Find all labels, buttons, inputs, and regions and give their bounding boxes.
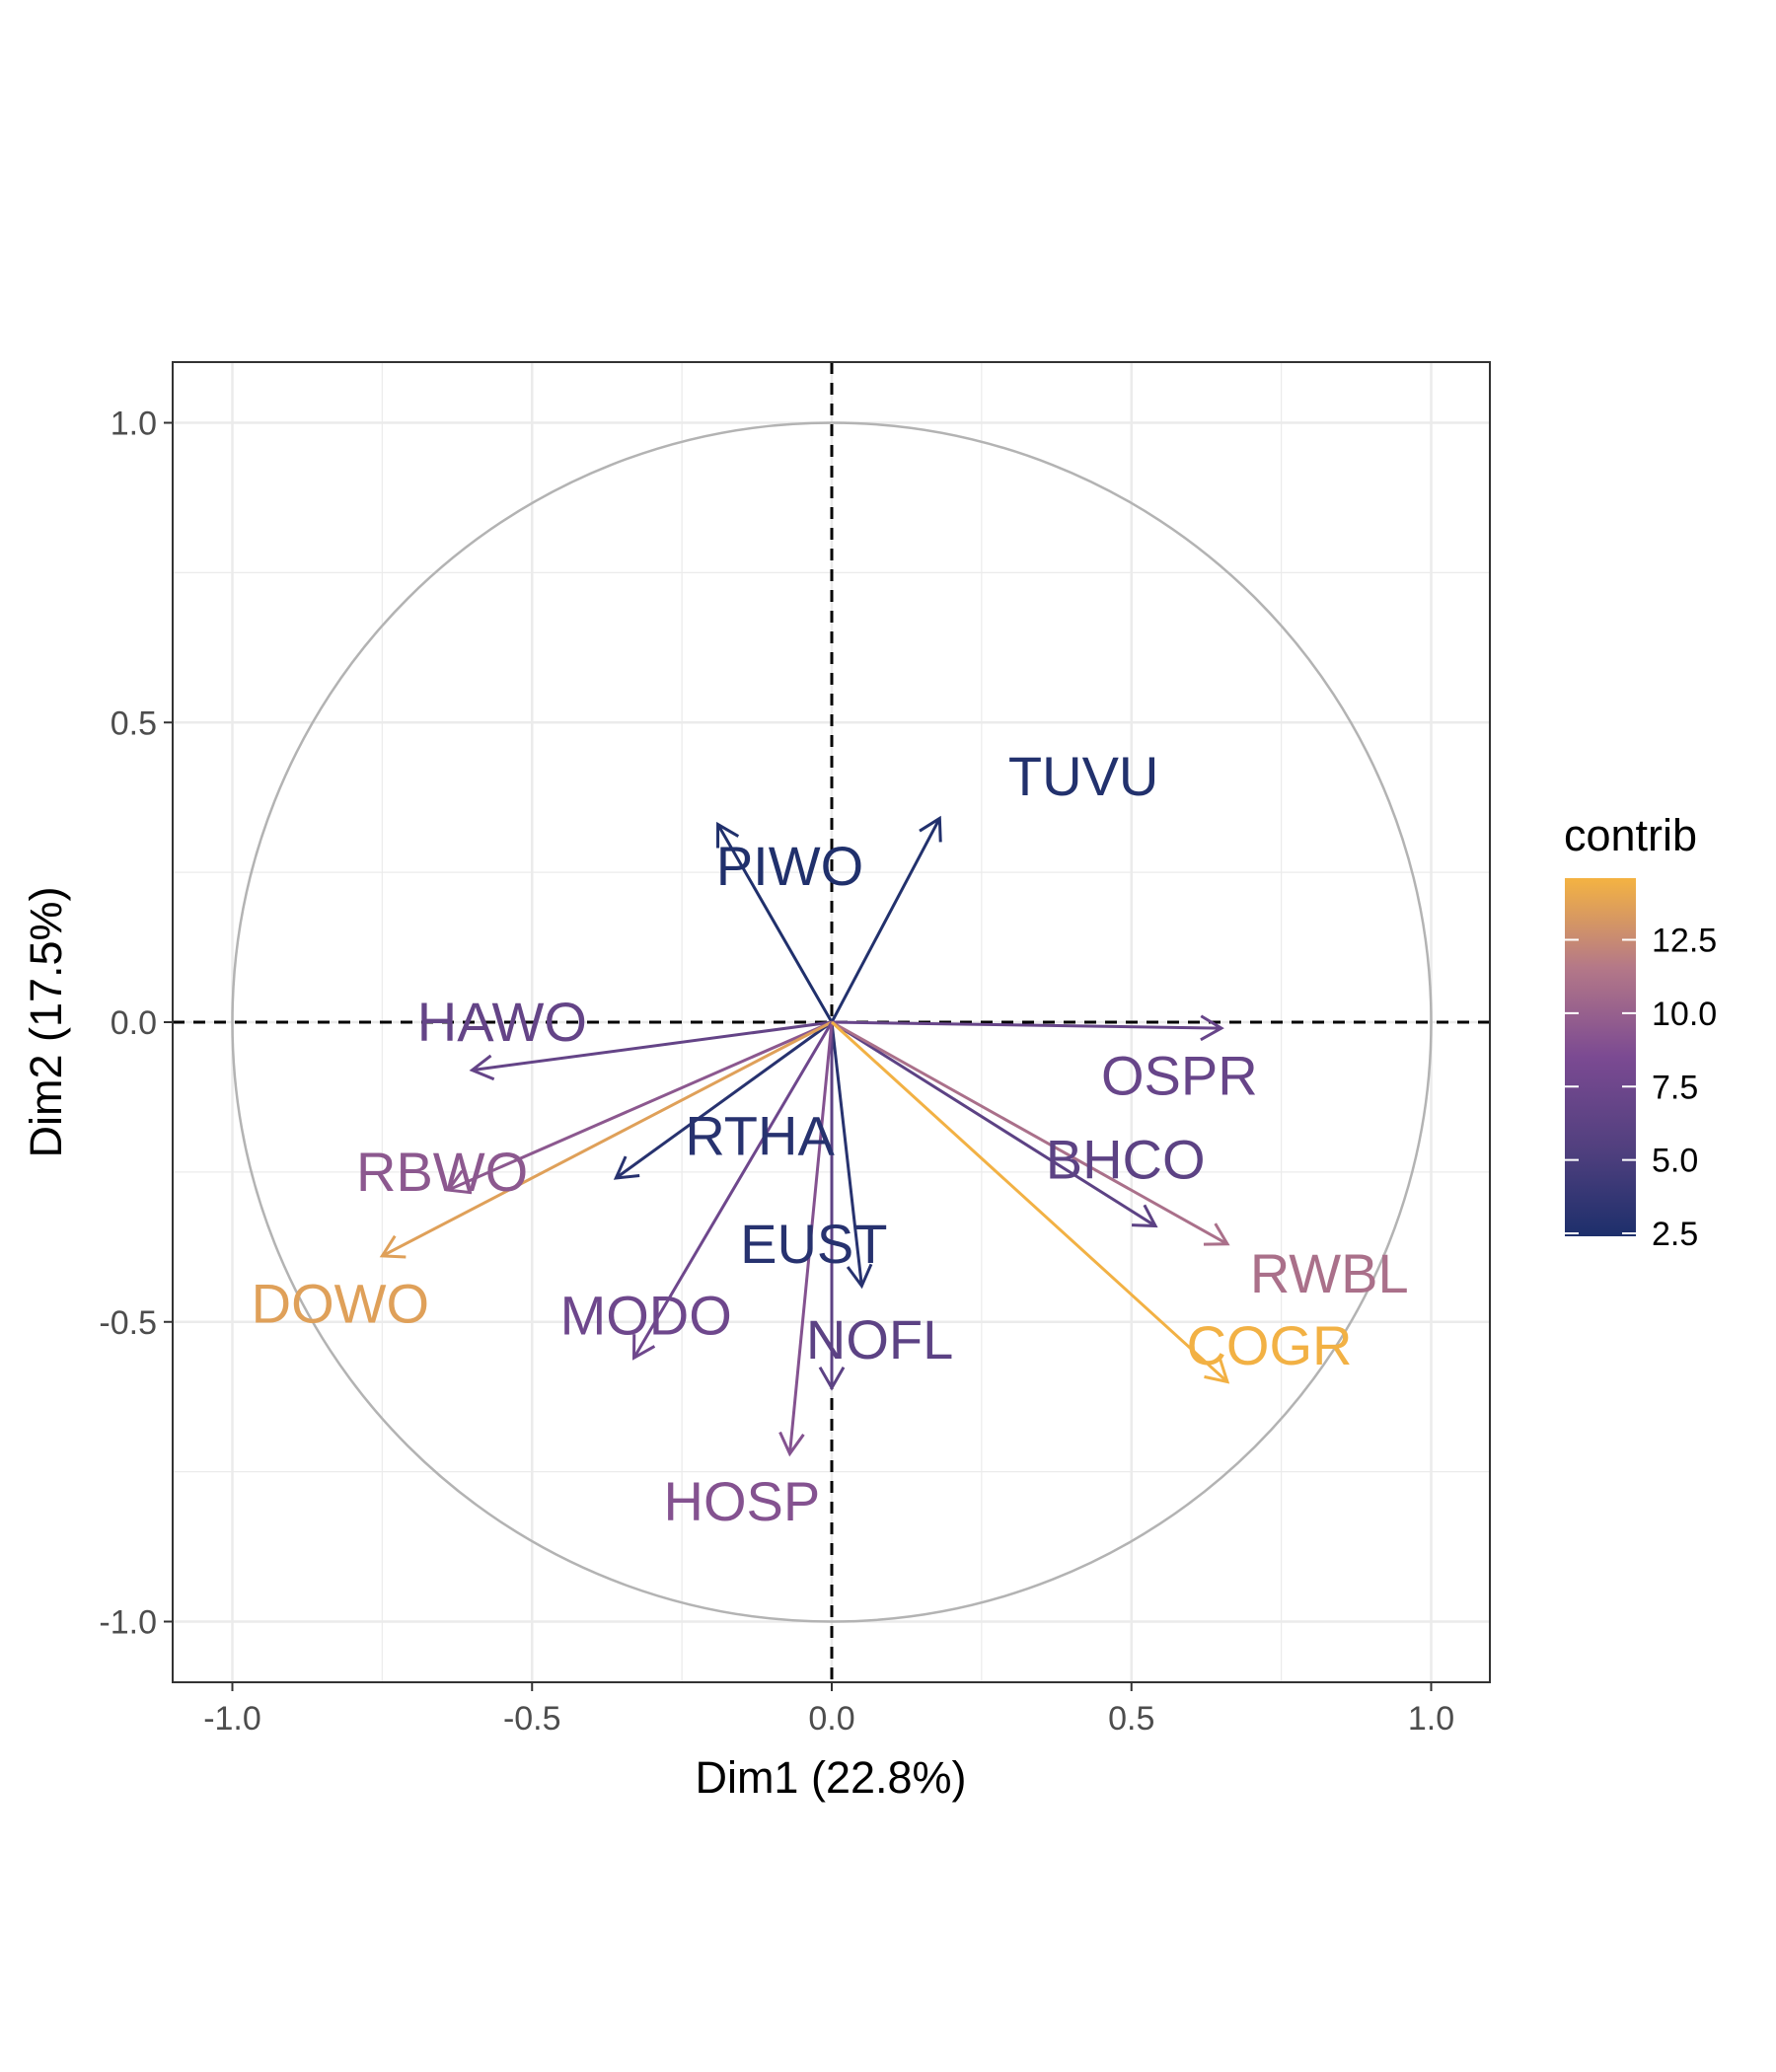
- x-axis-ticks: -1.0 -0.5 0.0 0.5 1.0: [203, 1682, 1454, 1738]
- legend-colorbar: [1565, 878, 1636, 1236]
- label-rwbl: RWBL: [1250, 1242, 1409, 1304]
- arrow-dowo: [381, 1020, 833, 1258]
- variable-arrows: [379, 815, 1230, 1457]
- y-axis-title: Dim2 (17.5%): [21, 886, 71, 1157]
- arrowhead-hosp: [778, 1431, 805, 1457]
- x-tick-label: 0.0: [808, 1700, 854, 1738]
- y-tick-label: -0.5: [99, 1304, 157, 1342]
- unit-circle: [231, 421, 1433, 1623]
- arrowhead-hawo: [469, 1054, 495, 1081]
- arrow-hosp: [787, 1021, 834, 1454]
- x-tick-label: -0.5: [503, 1700, 561, 1738]
- arrow-piwo: [716, 823, 834, 1023]
- x-tick-label: 0.5: [1108, 1700, 1154, 1738]
- y-tick-label: 0.5: [111, 704, 157, 742]
- label-hawo: HAWO: [417, 991, 587, 1053]
- legend-tick-label: 12.5: [1652, 922, 1717, 959]
- y-tick-label: 1.0: [111, 406, 157, 443]
- label-rtha: RTHA: [685, 1104, 835, 1166]
- arrow-bhco: [831, 1020, 1156, 1227]
- arrow-hawo: [472, 1020, 833, 1073]
- arrow-modo: [632, 1021, 834, 1359]
- label-dowo: DOWO: [252, 1273, 429, 1335]
- label-tuvu: TUVU: [1008, 745, 1158, 807]
- label-cogr: COGR: [1186, 1314, 1352, 1376]
- arrowhead-nofl: [818, 1367, 846, 1391]
- label-ospr: OSPR: [1101, 1045, 1258, 1107]
- arrowhead-bhco: [1132, 1204, 1158, 1228]
- label-piwo: PIWO: [716, 835, 863, 897]
- arrowhead-rbwo: [445, 1169, 473, 1195]
- label-bhco: BHCO: [1046, 1129, 1206, 1191]
- arrow-ospr: [831, 1020, 1221, 1030]
- arrowhead-ospr: [1200, 1014, 1224, 1042]
- arrow-rwbl: [831, 1020, 1228, 1246]
- y-tick-label: -1.0: [99, 1604, 157, 1642]
- arrowhead-cogr: [1204, 1359, 1230, 1384]
- arrow-eust: [830, 1021, 863, 1287]
- arrowhead-dowo: [379, 1234, 407, 1259]
- x-tick-label: -1.0: [203, 1700, 261, 1738]
- arrowhead-rwbl: [1203, 1222, 1230, 1246]
- arrowhead-rtha: [613, 1155, 640, 1180]
- arrow-rtha: [615, 1020, 833, 1180]
- label-hosp: HOSP: [664, 1470, 821, 1532]
- arrowhead-tuvu: [919, 815, 942, 843]
- legend-tick-label: 5.0: [1652, 1143, 1698, 1180]
- y-tick-label: 0.0: [111, 1004, 157, 1042]
- y-axis-ticks: -1.0 -0.5 0.0 0.5 1.0: [99, 406, 173, 1642]
- label-eust: EUST: [740, 1213, 887, 1275]
- arrowhead-piwo: [716, 821, 740, 849]
- arrowhead-modo: [632, 1334, 656, 1361]
- arrowhead-eust: [846, 1263, 873, 1290]
- legend-tick-label: 7.5: [1652, 1069, 1698, 1106]
- x-tick-label: 1.0: [1408, 1700, 1454, 1738]
- arrow-cogr: [830, 1020, 1228, 1383]
- legend-tick-label: 10.0: [1652, 996, 1717, 1033]
- legend: contrib 2.5 5.0 7.5 10.0 12.5: [1564, 810, 1717, 1253]
- legend-title: contrib: [1564, 810, 1697, 860]
- x-axis-title: Dim1 (22.8%): [695, 1752, 966, 1803]
- label-rbwo: RBWO: [356, 1141, 528, 1203]
- legend-tick-label: 2.5: [1652, 1216, 1698, 1253]
- label-modo: MODO: [560, 1285, 732, 1347]
- arrow-tuvu: [830, 817, 941, 1023]
- label-nofl: NOFL: [806, 1308, 953, 1370]
- arrow-rbwo: [447, 1020, 833, 1192]
- legend-ticks: 2.5 5.0 7.5 10.0 12.5: [1565, 922, 1717, 1253]
